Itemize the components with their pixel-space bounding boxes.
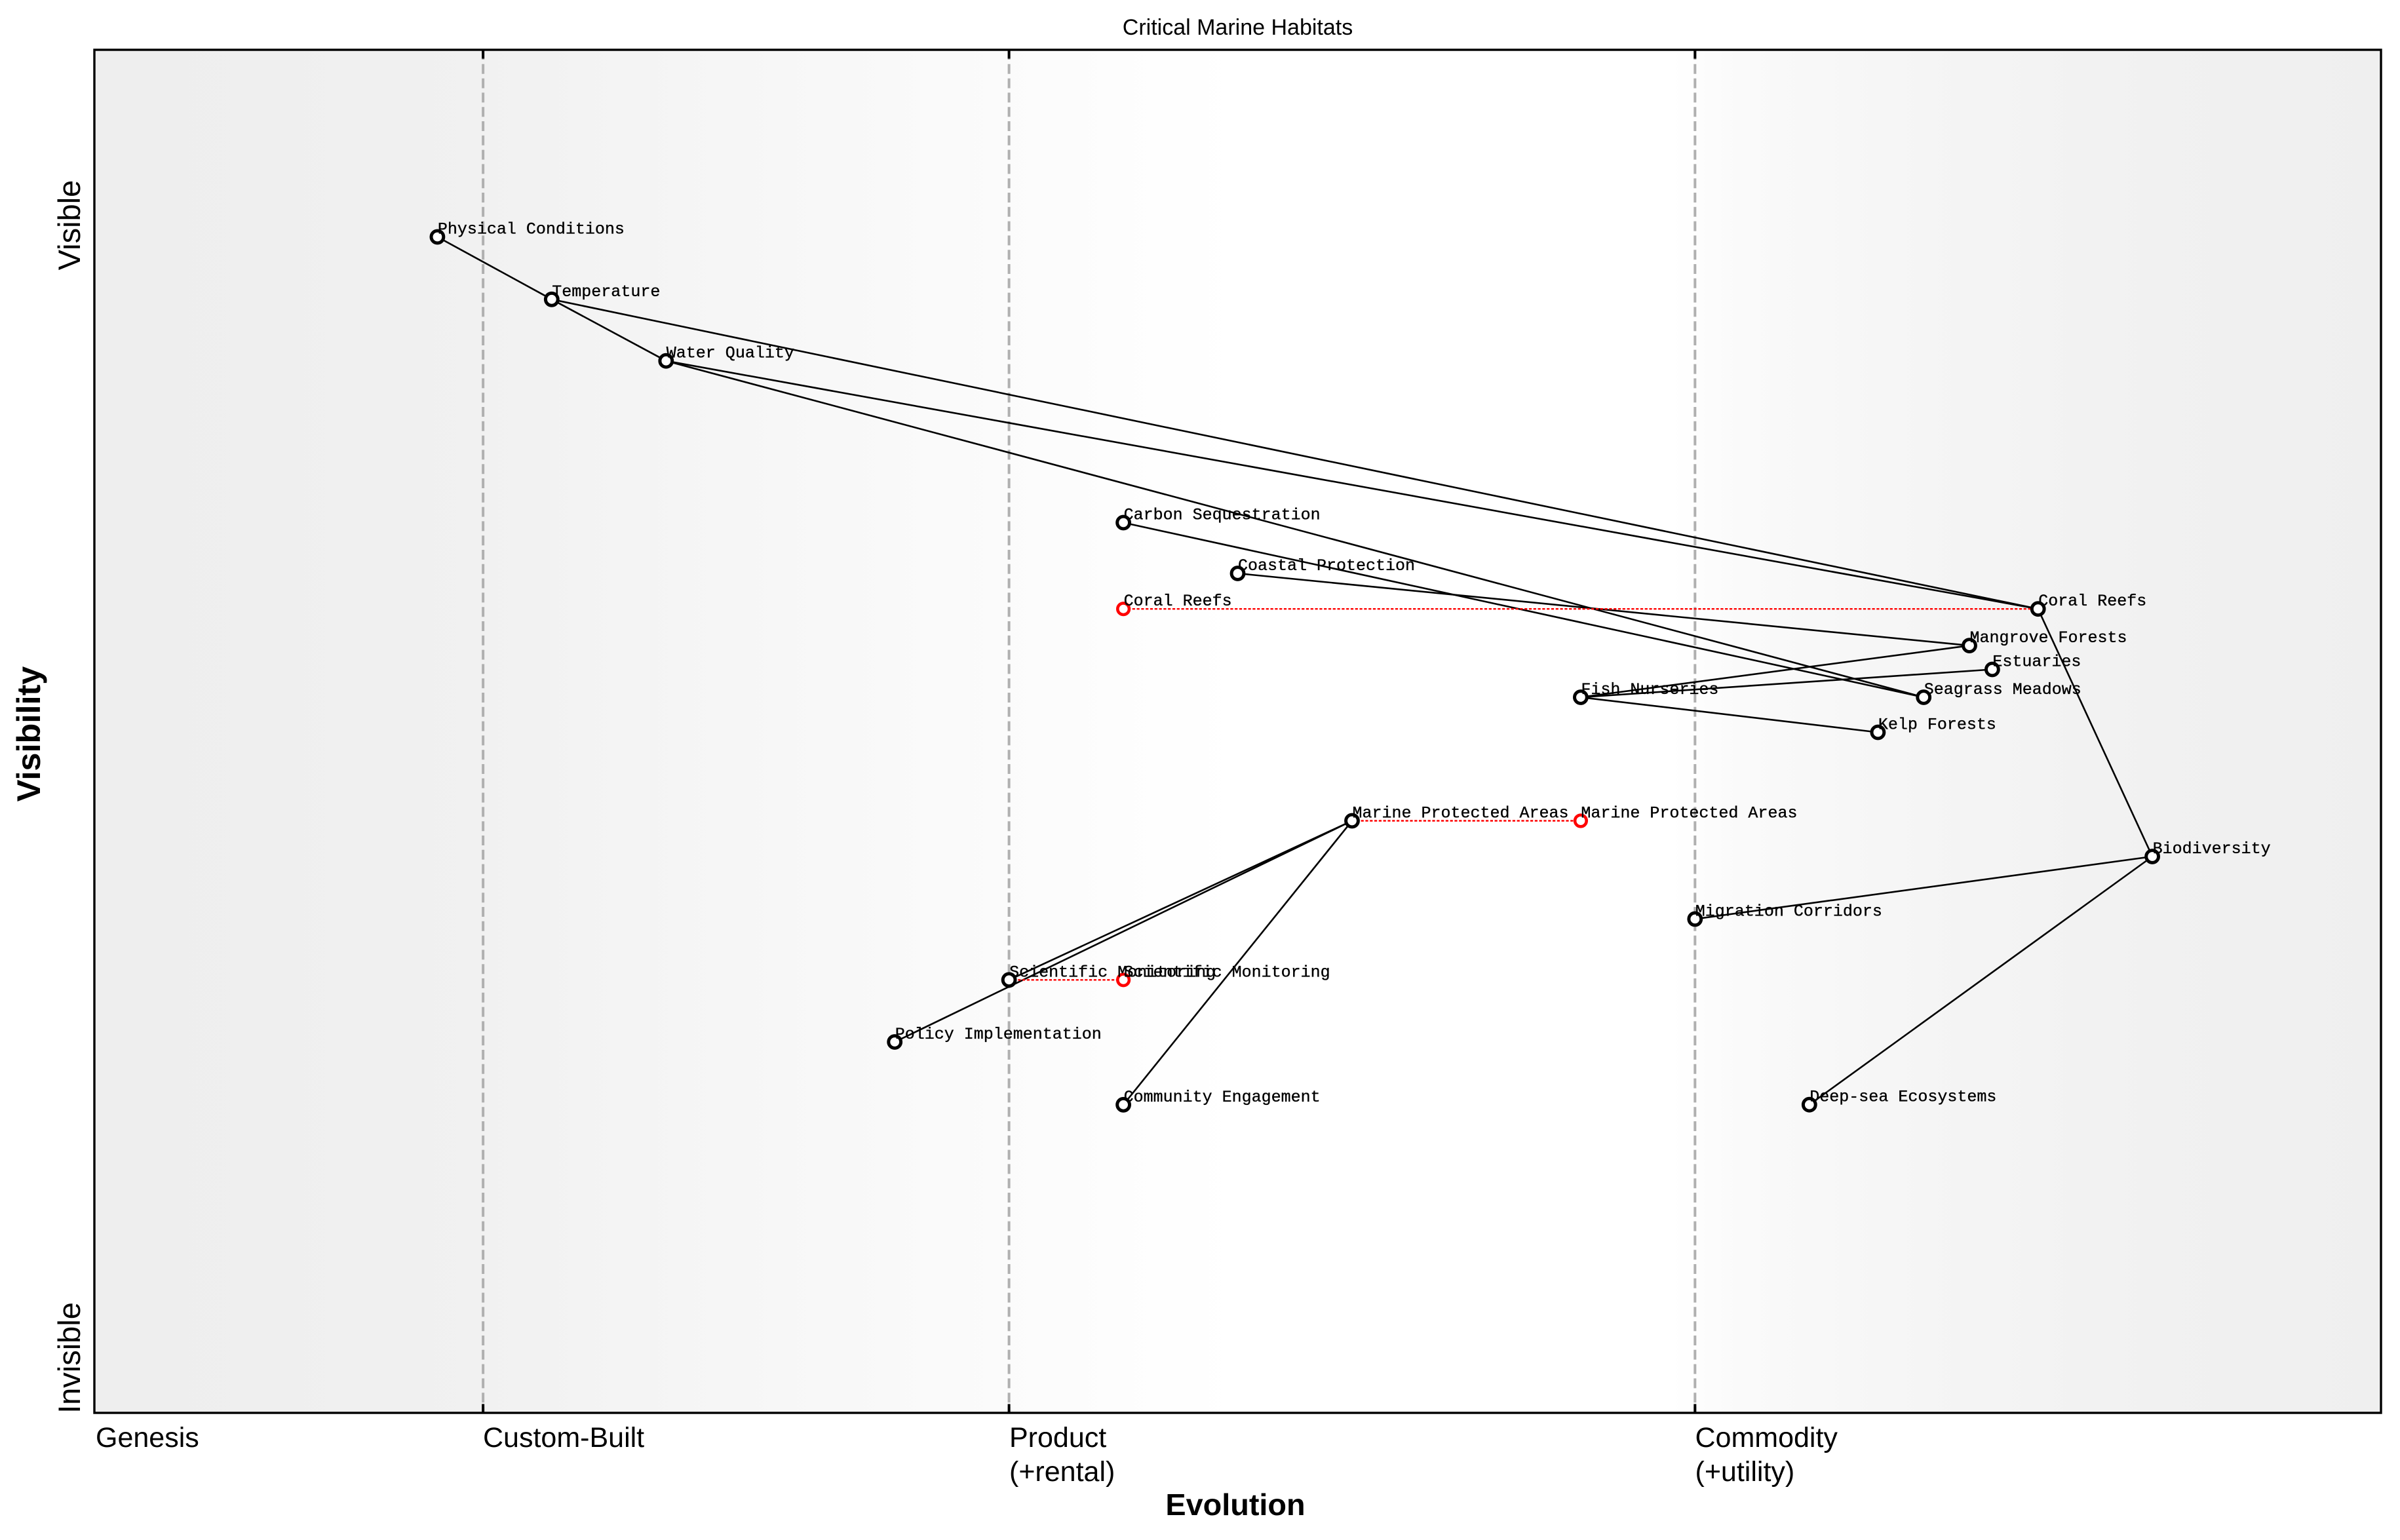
svg-text:Product: Product <box>1009 1422 1106 1453</box>
svg-text:(+rental): (+rental) <box>1009 1456 1115 1488</box>
svg-text:Policy Implementation: Policy Implementation <box>895 1025 1102 1044</box>
svg-text:Seagrass Meadows: Seagrass Meadows <box>1924 680 2081 699</box>
svg-text:Scientific Monitoring: Scientific Monitoring <box>1124 963 1330 982</box>
svg-text:Coral Reefs: Coral Reefs <box>1124 592 1232 611</box>
svg-text:Community Engagement: Community Engagement <box>1124 1088 1321 1107</box>
svg-text:Visibility: Visibility <box>10 666 47 802</box>
svg-text:Evolution: Evolution <box>1165 1488 1305 1522</box>
svg-text:Visible: Visible <box>52 180 87 271</box>
svg-text:Scientific Monitoring: Scientific Monitoring <box>1009 963 1216 982</box>
svg-text:Coral Reefs: Coral Reefs <box>2038 592 2146 611</box>
svg-text:Marine Protected Areas: Marine Protected Areas <box>1581 804 1797 823</box>
svg-text:Migration Corridors: Migration Corridors <box>1695 902 1882 921</box>
svg-text:Deep-sea Ecosystems: Deep-sea Ecosystems <box>1810 1088 1996 1107</box>
svg-text:Temperature: Temperature <box>552 282 660 301</box>
svg-text:Biodiversity: Biodiversity <box>2153 839 2271 858</box>
svg-text:Carbon Sequestration: Carbon Sequestration <box>1124 506 1321 525</box>
svg-text:Physical Conditions: Physical Conditions <box>438 220 625 239</box>
svg-text:Marine Protected Areas: Marine Protected Areas <box>1353 804 1569 823</box>
svg-text:Estuaries: Estuaries <box>1992 653 2081 672</box>
svg-text:Water Quality: Water Quality <box>667 344 794 363</box>
svg-text:Kelp Forests: Kelp Forests <box>1878 716 1996 735</box>
svg-text:Critical Marine Habitats: Critical Marine Habitats <box>1123 15 1353 40</box>
svg-text:Fish Nurseries: Fish Nurseries <box>1581 680 1718 699</box>
svg-text:Custom-Built: Custom-Built <box>483 1422 644 1453</box>
svg-text:Coastal Protection: Coastal Protection <box>1238 556 1415 575</box>
svg-text:Commodity: Commodity <box>1695 1422 1838 1453</box>
svg-text:Genesis: Genesis <box>96 1422 199 1453</box>
svg-text:Mangrove Forests: Mangrove Forests <box>1970 628 2127 647</box>
svg-text:(+utility): (+utility) <box>1695 1456 1795 1488</box>
svg-text:Invisible: Invisible <box>52 1302 87 1414</box>
